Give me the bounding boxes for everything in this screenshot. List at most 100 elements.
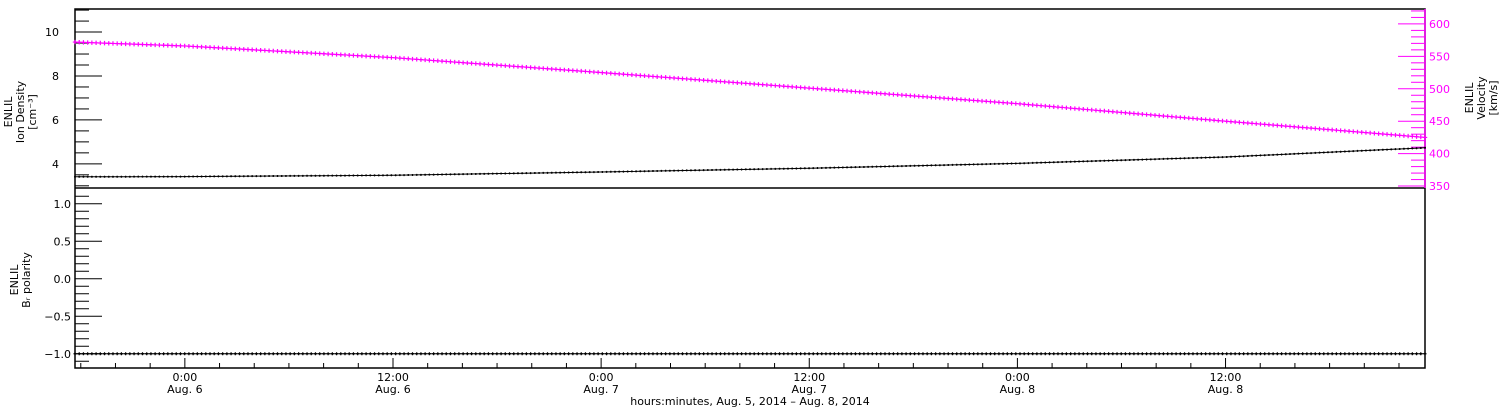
density-marker <box>588 171 591 174</box>
polarity-marker <box>1018 352 1022 356</box>
velocity-marker <box>1005 100 1010 106</box>
velocity-marker <box>815 86 820 91</box>
polarity-marker <box>1254 352 1258 356</box>
polarity-marker <box>853 352 857 356</box>
polarity-marker <box>499 352 503 356</box>
polarity-marker <box>756 352 760 356</box>
polarity-marker <box>858 352 862 356</box>
polarity-marker <box>305 352 309 356</box>
polarity-marker <box>1364 352 1368 356</box>
velocity-marker <box>220 45 225 51</box>
velocity-marker <box>93 40 99 46</box>
velocity-marker <box>840 88 846 93</box>
velocity-marker <box>186 43 192 49</box>
density-marker <box>428 173 431 176</box>
density-marker <box>103 175 106 178</box>
density-line <box>74 147 1426 178</box>
density-marker <box>1356 149 1359 152</box>
density-marker <box>1103 159 1106 162</box>
density-marker <box>1225 155 1228 158</box>
velocity-marker <box>380 54 386 60</box>
velocity-marker <box>1308 125 1314 131</box>
polarity-marker <box>1128 352 1132 356</box>
density-marker <box>1352 150 1355 153</box>
density-marker <box>601 170 604 173</box>
polarity-marker <box>1372 352 1376 356</box>
velocity-marker <box>1026 102 1031 107</box>
velocity-marker <box>764 82 770 88</box>
polarity-marker <box>1204 352 1208 356</box>
velocity-marker <box>372 54 377 59</box>
y-tick-label: −0.5 <box>44 310 71 323</box>
velocity-marker <box>498 63 504 68</box>
polarity-marker <box>1216 352 1220 356</box>
density-marker <box>757 168 760 171</box>
velocity-marker <box>81 40 86 45</box>
density-marker <box>1263 154 1266 157</box>
density-marker <box>968 163 971 166</box>
velocity-marker <box>1329 127 1335 133</box>
velocity-marker <box>72 39 78 45</box>
density-marker <box>947 164 950 167</box>
density-marker <box>462 173 465 176</box>
velocity-marker <box>1165 114 1170 119</box>
polarity-marker <box>103 352 107 356</box>
velocity-marker <box>85 40 90 45</box>
velocity-marker <box>1389 132 1394 137</box>
velocity-marker <box>545 66 550 71</box>
polarity-marker <box>727 352 731 356</box>
density-marker <box>938 164 941 167</box>
polarity-marker <box>1326 352 1330 356</box>
velocity-marker <box>1178 115 1183 120</box>
velocity-marker <box>1359 130 1364 135</box>
polarity-marker <box>1069 352 1073 356</box>
velocity-marker <box>781 84 786 89</box>
polarity-marker <box>216 352 220 356</box>
velocity-marker <box>1194 116 1200 122</box>
velocity-marker <box>89 40 95 45</box>
density-marker <box>664 169 667 172</box>
velocity-marker <box>1266 122 1272 127</box>
polarity-marker <box>706 352 710 356</box>
density-marker <box>1183 157 1186 160</box>
velocity-marker <box>591 69 597 75</box>
polarity-marker <box>149 352 153 356</box>
polarity-marker <box>862 352 866 356</box>
density-marker <box>124 175 127 178</box>
velocity-marker <box>469 61 474 66</box>
velocity-marker <box>182 43 187 49</box>
polarity-marker <box>837 352 841 356</box>
polarity-marker <box>1423 352 1427 356</box>
density-marker <box>1023 162 1026 165</box>
velocity-marker <box>161 43 166 48</box>
velocity-marker <box>439 58 445 64</box>
density-marker <box>234 175 237 178</box>
velocity-marker <box>1376 131 1381 136</box>
velocity-marker <box>735 80 740 85</box>
velocity-marker <box>785 84 791 89</box>
polarity-marker <box>326 352 330 356</box>
density-marker <box>149 175 152 178</box>
polarity-marker <box>301 352 305 356</box>
polarity-marker <box>1153 352 1157 356</box>
velocity-marker <box>1384 132 1390 137</box>
polarity-marker <box>1174 352 1178 356</box>
polarity-marker <box>697 352 701 356</box>
polarity-marker <box>621 352 625 356</box>
density-marker <box>306 174 309 177</box>
velocity-marker <box>486 62 491 67</box>
polarity-marker <box>145 352 149 356</box>
velocity-marker <box>574 68 580 74</box>
polarity-marker <box>1368 352 1372 356</box>
polarity-marker <box>495 352 499 356</box>
density-marker <box>626 170 629 173</box>
density-marker <box>196 175 199 178</box>
density-marker <box>1052 161 1055 164</box>
density-marker <box>141 175 144 178</box>
density-marker <box>829 166 832 169</box>
velocity-marker <box>878 91 883 96</box>
polarity-marker <box>984 352 988 356</box>
polarity-marker <box>1284 352 1288 356</box>
density-marker <box>643 170 646 173</box>
